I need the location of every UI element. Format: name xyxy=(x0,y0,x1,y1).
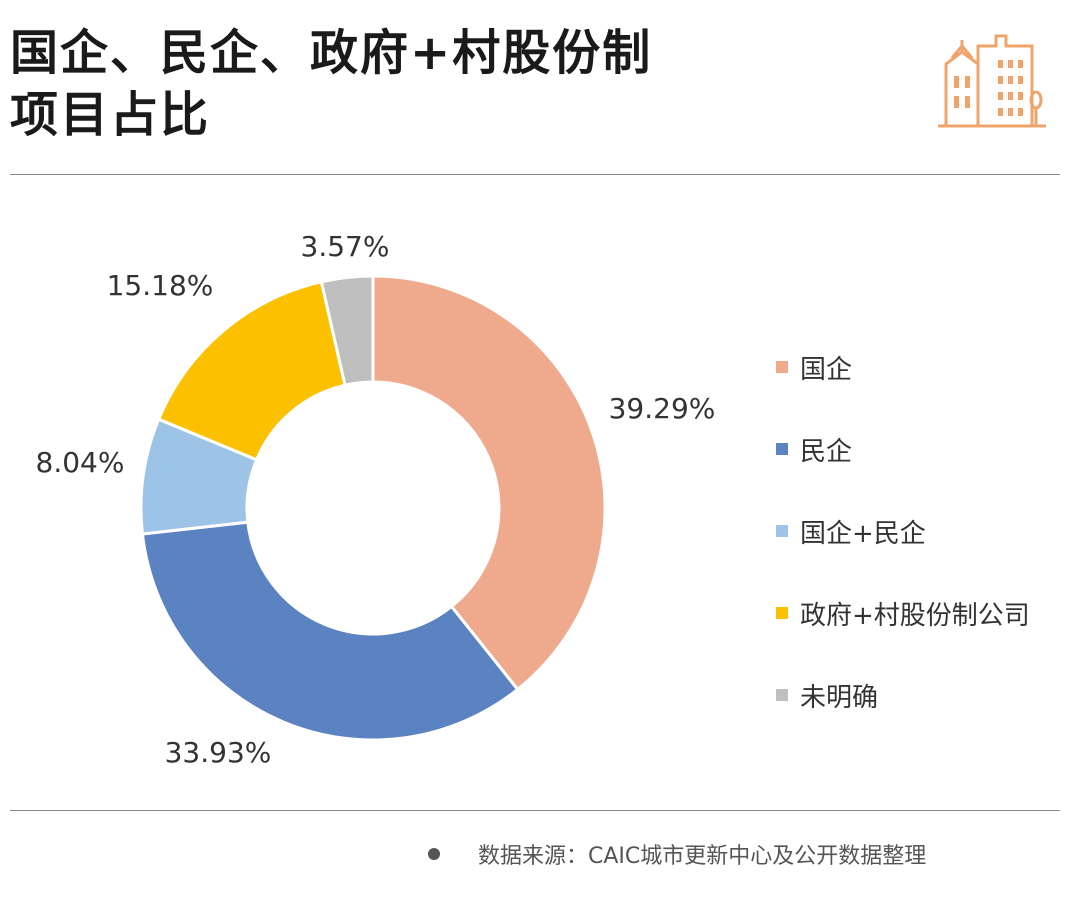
legend-swatch xyxy=(776,607,788,619)
legend-item: 国企+民企 xyxy=(776,490,1030,572)
donut-slice xyxy=(156,280,347,462)
slice-value-label: 33.93% xyxy=(165,736,272,769)
donut-slice xyxy=(140,520,520,742)
legend-item: 国企 xyxy=(776,326,1030,408)
legend-label: 国企+民企 xyxy=(800,518,926,549)
source-text: 数据来源：CAIC城市更新中心及公开数据整理 xyxy=(478,844,927,869)
slice-value-label: 39.29% xyxy=(609,392,716,425)
chart-legend: 国企民企国企+民企政府+村股份制公司 未明确 xyxy=(776,326,1030,736)
legend-label: 国企 xyxy=(800,354,853,385)
top-divider xyxy=(10,174,1060,175)
slice-value-label: 15.18% xyxy=(107,269,214,302)
donut-slice xyxy=(319,274,375,387)
bullet-icon xyxy=(428,848,440,860)
title-line-2: 项目占比 xyxy=(10,87,211,143)
legend-swatch xyxy=(776,525,788,537)
page-title: 国企、民企、政府+村股份制 项目占比 xyxy=(10,22,890,146)
slice-value-label: 3.57% xyxy=(301,230,390,263)
legend-label: 民企 xyxy=(800,436,853,467)
chart-slices xyxy=(139,274,607,742)
source-note: 数据来源：CAIC城市更新中心及公开数据整理 xyxy=(428,838,926,870)
legend-label: 政府+村股份制公司 xyxy=(800,600,1030,631)
city-buildings-icon xyxy=(938,34,1046,128)
legend-swatch xyxy=(776,689,788,701)
legend-item: 政府+村股份制公司 xyxy=(776,572,1030,654)
chart-data-labels: 39.29% 33.93% 8.04% 15.18% 3.57% xyxy=(36,230,716,769)
legend-item: 未明确 xyxy=(776,654,1030,736)
donut-chart: 39.29% 33.93% 8.04% 15.18% 3.57% xyxy=(36,230,716,769)
legend-label: 未明确 xyxy=(800,682,879,713)
title-line-1: 国企、民企、政府+村股份制 xyxy=(10,25,653,81)
bottom-divider xyxy=(10,810,1060,811)
legend-item: 民企 xyxy=(776,408,1030,490)
donut-slice xyxy=(371,274,607,692)
slice-value-label: 8.04% xyxy=(36,446,125,479)
legend-swatch xyxy=(776,443,788,455)
legend-swatch xyxy=(776,361,788,373)
